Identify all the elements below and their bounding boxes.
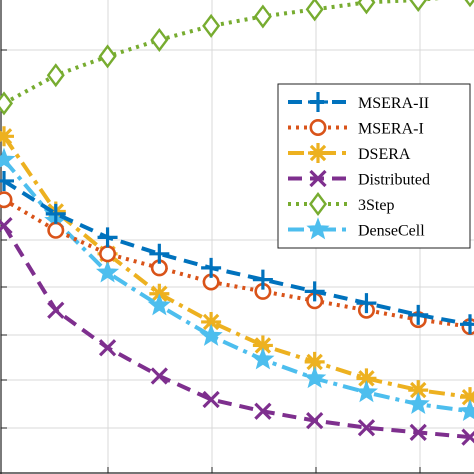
legend-marker <box>309 192 327 216</box>
data-point <box>252 269 273 290</box>
legend-label: DenseCell <box>358 223 425 240</box>
data-point <box>409 0 428 12</box>
legend-entry-distributed: Distributed <box>288 169 430 189</box>
data-point <box>45 203 66 224</box>
data-point <box>98 339 117 357</box>
data-point <box>150 367 168 385</box>
series-line <box>2 198 471 329</box>
data-point <box>201 311 222 332</box>
data-point <box>304 351 325 372</box>
data-point <box>202 13 221 38</box>
data-point <box>149 243 170 264</box>
data-point <box>150 27 169 52</box>
series-line <box>2 179 471 327</box>
data-point <box>0 170 14 191</box>
series-line <box>2 158 471 414</box>
legend-entry-msera-ii: MSERA-II <box>288 92 429 112</box>
data-point <box>464 0 474 8</box>
data-point <box>356 368 377 389</box>
data-point <box>357 0 376 15</box>
series-group <box>0 0 474 446</box>
data-point <box>406 392 430 415</box>
data-point <box>202 390 220 409</box>
data-point <box>0 126 14 147</box>
legend-label: MSERA-II <box>358 95 429 112</box>
data-point <box>458 399 474 422</box>
legend-entry-msera-i: MSERA-I <box>288 119 424 138</box>
data-point <box>357 419 376 437</box>
series-msera-i <box>0 191 474 336</box>
legend-box <box>277 83 471 249</box>
data-point <box>251 347 275 370</box>
series-line <box>3 0 441 106</box>
data-point <box>408 380 429 401</box>
data-point <box>305 0 324 22</box>
legend-marker <box>306 217 330 240</box>
legend: MSERA-II MSERA-I DSERA Distributed 3Step Dens… <box>277 83 471 249</box>
data-point <box>304 281 325 302</box>
data-point <box>199 323 223 346</box>
legend-label: MSERA-I <box>358 121 424 138</box>
legend-marker <box>309 169 327 188</box>
series-3step <box>0 0 474 116</box>
legend-marker <box>308 143 328 163</box>
legend-label: DSERA <box>358 146 411 163</box>
data-point <box>354 380 378 403</box>
data-point <box>409 423 427 442</box>
data-point <box>303 366 327 389</box>
data-point <box>0 147 16 170</box>
data-point <box>0 191 13 209</box>
data-point <box>47 301 65 319</box>
data-point <box>460 314 474 335</box>
legend-marker <box>309 119 327 137</box>
data-point <box>461 428 474 446</box>
legend-entry-densecell: DenseCell <box>288 217 425 240</box>
series-line <box>2 224 471 440</box>
series-msera-ii <box>0 170 474 335</box>
data-point <box>408 304 429 325</box>
legend-entry-3step: 3Step <box>288 192 394 216</box>
data-point <box>46 63 65 88</box>
legend-label: 3Step <box>358 197 394 214</box>
data-point <box>99 245 117 263</box>
data-point <box>98 44 117 69</box>
series-line <box>2 135 471 400</box>
data-point <box>201 257 222 278</box>
legend-label: Distributed <box>358 172 430 189</box>
data-point <box>96 260 120 283</box>
data-point <box>306 412 324 430</box>
data-point <box>147 293 171 316</box>
data-point <box>47 221 65 239</box>
series-distributed <box>0 216 474 446</box>
legend-entry-dsera: DSERA <box>288 143 411 163</box>
data-point <box>97 227 118 248</box>
data-point <box>0 216 13 235</box>
data-point <box>460 387 474 408</box>
legend-marker <box>308 92 328 112</box>
data-point <box>253 4 272 29</box>
data-point <box>356 293 377 314</box>
series-densecell <box>0 147 474 422</box>
data-point <box>0 91 13 116</box>
data-point <box>252 335 273 356</box>
data-point <box>254 402 272 420</box>
